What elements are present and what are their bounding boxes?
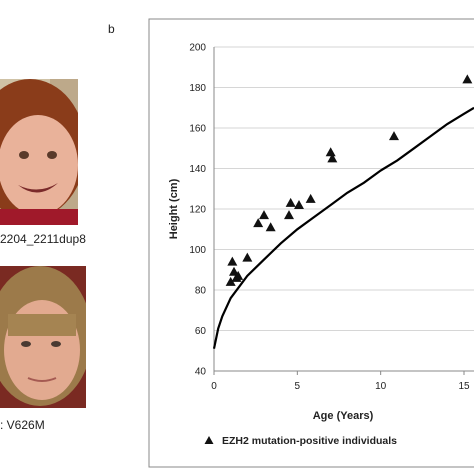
data-point-triangle — [225, 276, 236, 286]
y-tick-label: 180 — [189, 83, 206, 94]
data-point-triangle — [294, 199, 304, 209]
x-tick-label: 5 — [295, 381, 301, 392]
child-portrait-photo — [0, 79, 78, 225]
chart-gridlines — [214, 46, 474, 331]
y-tick-label: 80 — [195, 286, 207, 297]
x-tick-label: 10 — [375, 381, 387, 392]
data-point-triangle — [389, 131, 399, 141]
y-tick-label: 60 — [195, 326, 207, 337]
y-tick-labels: 40 60 80 100 120 140 160 180 200 — [189, 43, 206, 378]
x-tick-labels: 0 5 10 15 — [211, 371, 470, 392]
growth-curve-line — [212, 106, 474, 349]
data-point-triangle — [265, 222, 276, 232]
data-point-triangle — [259, 210, 269, 220]
data-point-triangle — [233, 270, 244, 280]
photo-child-caption: 2204_2211dup8 — [0, 232, 86, 246]
photo-teen — [0, 266, 86, 408]
y-tick-label: 120 — [189, 205, 206, 216]
chart-border — [148, 18, 474, 468]
data-point-triangle — [284, 210, 294, 220]
data-point-triangle — [325, 147, 336, 157]
data-point-triangle — [242, 252, 253, 262]
data-point-triangle — [305, 193, 316, 203]
photo-teen-caption: : V626M — [0, 418, 45, 432]
data-point-triangle — [253, 218, 264, 228]
legend-label: EZH2 mutation-positive individuals — [222, 435, 397, 447]
data-point-triangle — [327, 153, 338, 163]
reference-growth-curve — [212, 106, 474, 349]
teen-portrait-photo — [0, 266, 86, 408]
legend-triangle-marker — [204, 436, 214, 444]
x-axis-title: Age (Years) — [313, 410, 374, 422]
data-point-triangle — [227, 256, 238, 266]
y-tick-label: 140 — [189, 164, 206, 175]
chart-legend: EZH2 mutation-positive individuals — [204, 435, 397, 447]
data-point-triangle — [462, 74, 473, 84]
panel-b-label: b — [108, 22, 115, 36]
y-tick-label: 160 — [189, 124, 206, 135]
photo-child — [0, 79, 78, 225]
y-tick-label: 200 — [189, 43, 206, 54]
y-axis-title: Height (cm) — [168, 178, 180, 239]
x-tick-label: 0 — [211, 381, 217, 392]
y-tick-label: 100 — [189, 245, 206, 256]
x-tick-label: 15 — [458, 381, 470, 392]
y-tick-label: 40 — [195, 367, 207, 378]
data-point-triangle — [285, 197, 296, 207]
mutation-positive-points — [225, 74, 473, 286]
chart-axes — [213, 47, 474, 372]
